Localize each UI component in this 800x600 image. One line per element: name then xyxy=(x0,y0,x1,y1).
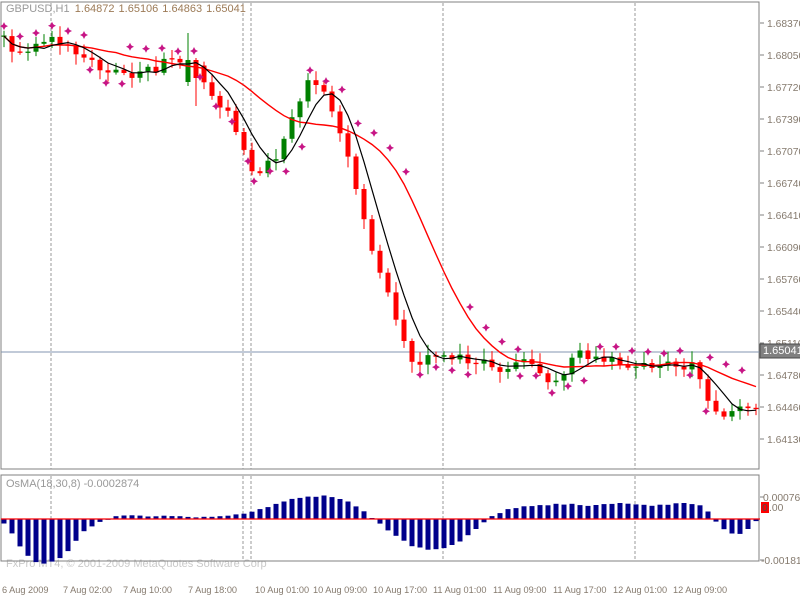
svg-text:11 Aug 17:00: 11 Aug 17:00 xyxy=(553,585,606,595)
svg-text:7 Aug 18:00: 7 Aug 18:00 xyxy=(188,585,237,595)
svg-text:1.68050: 1.68050 xyxy=(767,51,800,62)
svg-text:OsMA(18,30,8) -0.0002874: OsMA(18,30,8) -0.0002874 xyxy=(6,478,139,490)
svg-text:1.66090: 1.66090 xyxy=(767,243,800,254)
svg-text:1.64780: 1.64780 xyxy=(767,371,800,382)
svg-text:1.65041: 1.65041 xyxy=(763,345,800,357)
svg-text:11 Aug 01:00: 11 Aug 01:00 xyxy=(433,585,486,595)
svg-text:12 Aug 09:00: 12 Aug 09:00 xyxy=(673,585,727,595)
svg-text:7 Aug 02:00: 7 Aug 02:00 xyxy=(63,585,112,595)
svg-text:12 Aug 01:00: 12 Aug 01:00 xyxy=(613,585,667,595)
svg-text:1.67070: 1.67070 xyxy=(767,147,800,158)
svg-text:0: 0 xyxy=(762,503,768,514)
svg-text:10 Aug 01:00: 10 Aug 01:00 xyxy=(255,585,309,595)
svg-text:11 Aug 09:00: 11 Aug 09:00 xyxy=(493,585,546,595)
svg-text:7 Aug 10:00: 7 Aug 10:00 xyxy=(123,585,172,595)
svg-text:10 Aug 17:00: 10 Aug 17:00 xyxy=(373,585,427,595)
svg-text:1.66740: 1.66740 xyxy=(767,179,800,190)
svg-text:1.66410: 1.66410 xyxy=(767,211,800,222)
svg-text:1.65760: 1.65760 xyxy=(767,275,800,286)
svg-text:-0.00181: -0.00181 xyxy=(761,556,800,567)
svg-text:1.67390: 1.67390 xyxy=(767,115,800,126)
svg-text:10 Aug 09:00: 10 Aug 09:00 xyxy=(313,585,367,595)
svg-text:1.67720: 1.67720 xyxy=(767,83,800,94)
svg-text:1.64460: 1.64460 xyxy=(767,403,800,414)
svg-text:.00: .00 xyxy=(769,503,784,514)
svg-text:1.65440: 1.65440 xyxy=(767,307,800,318)
svg-text:1.64130: 1.64130 xyxy=(767,435,800,446)
svg-text:6 Aug 2009: 6 Aug 2009 xyxy=(2,585,49,595)
svg-text:1.68370: 1.68370 xyxy=(767,19,800,30)
